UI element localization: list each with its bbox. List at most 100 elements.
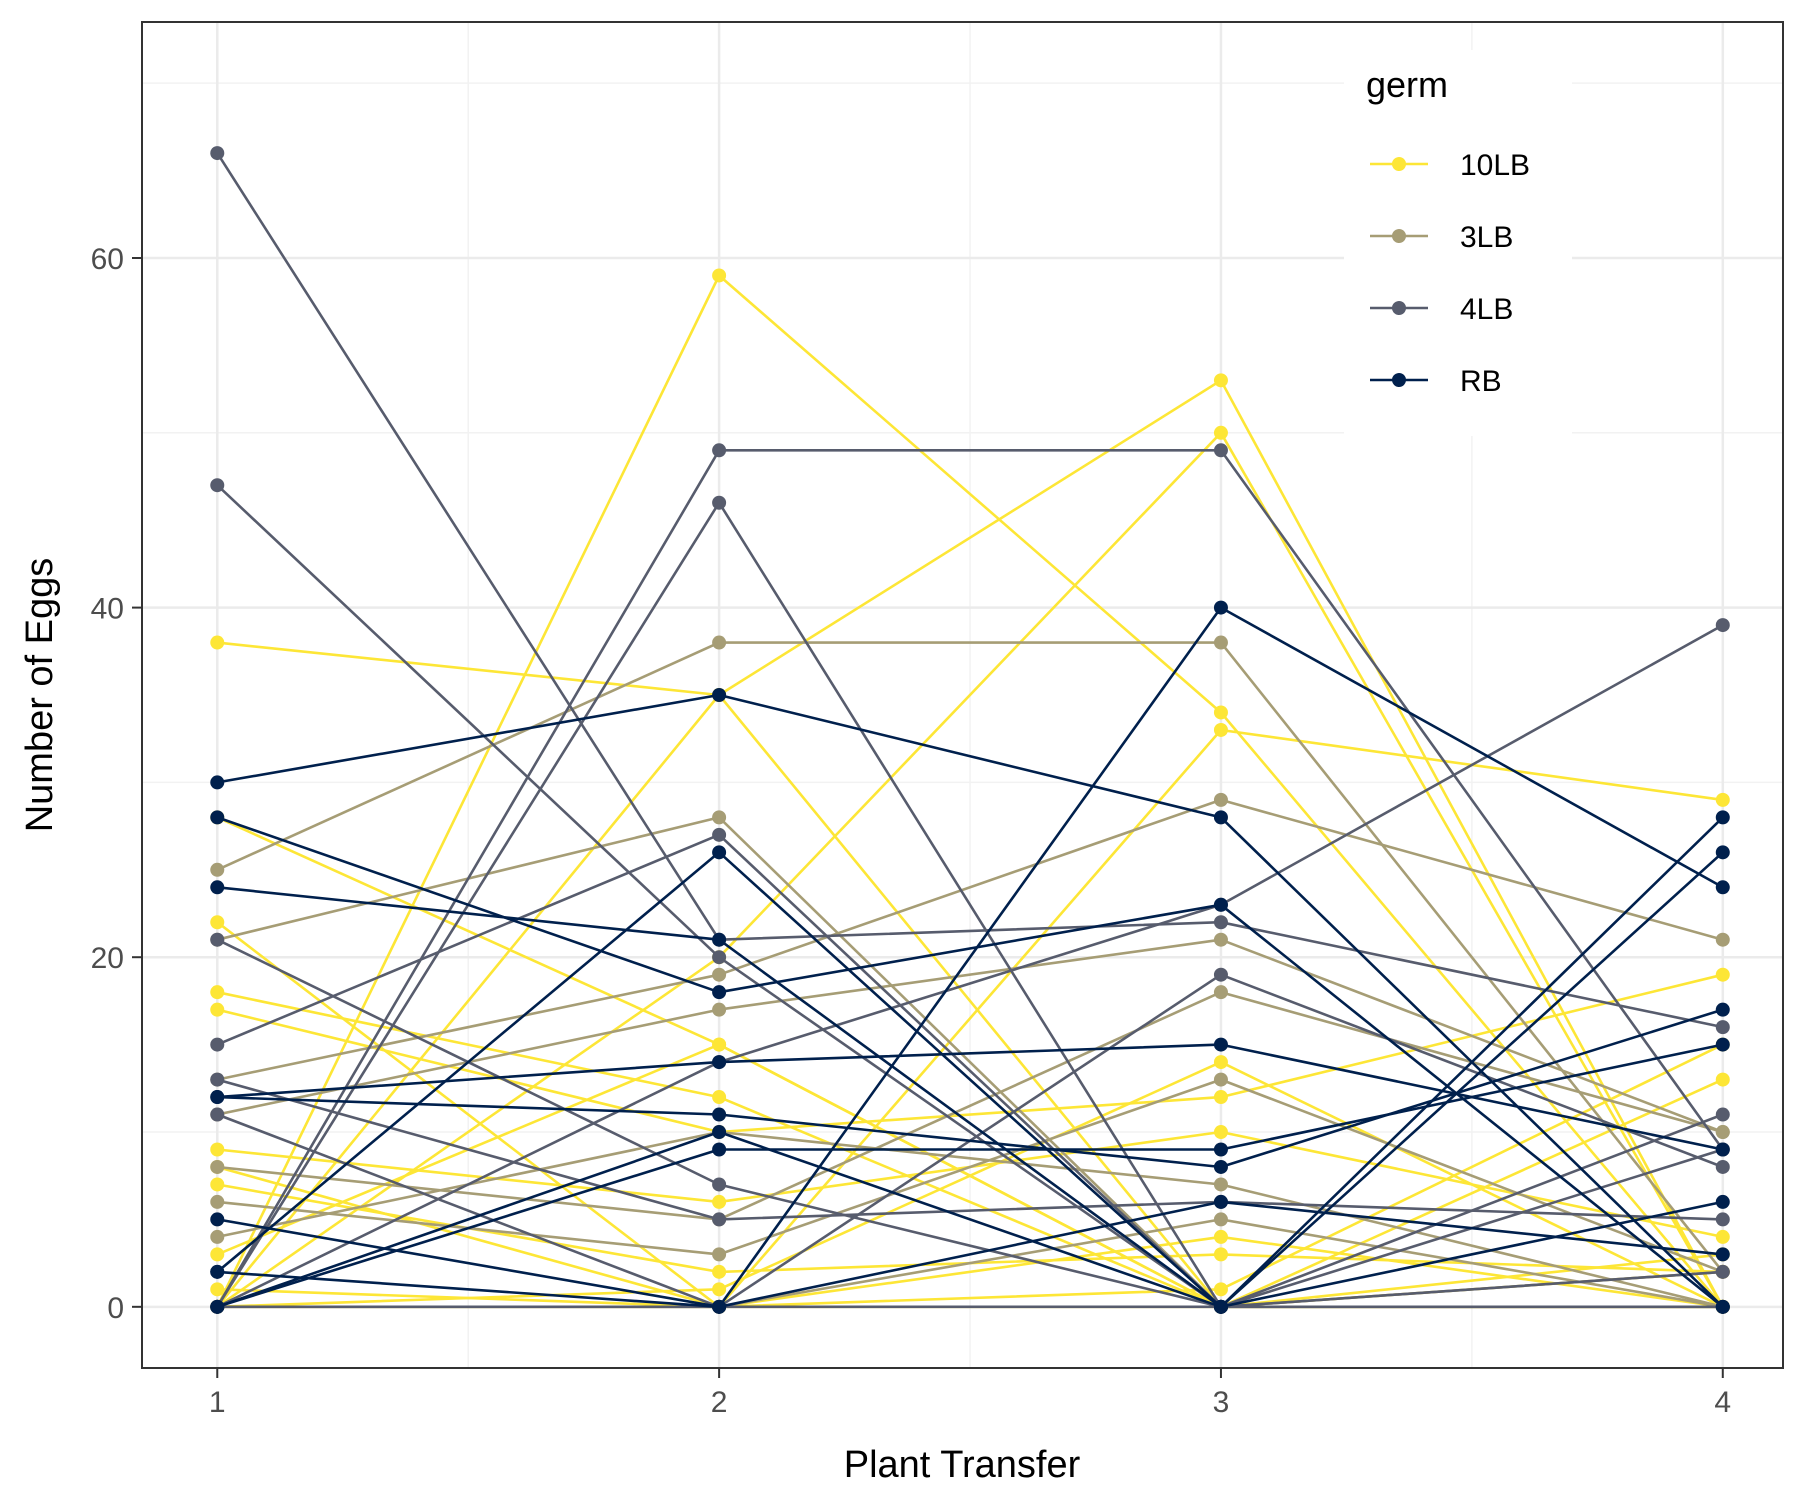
data-point <box>210 1037 225 1052</box>
data-point <box>712 1037 727 1052</box>
data-point <box>712 1142 727 1157</box>
data-point <box>712 1194 727 1209</box>
data-point <box>1213 1159 1228 1174</box>
data-point <box>210 635 225 650</box>
x-tick-label: 1 <box>209 1386 226 1419</box>
data-point <box>1715 1264 1730 1279</box>
legend-label: 3LB <box>1460 221 1513 254</box>
series-line <box>216 1043 1724 1309</box>
data-point <box>1213 1229 1228 1244</box>
data-point <box>1213 635 1228 650</box>
data-point <box>1213 1125 1228 1140</box>
data-point <box>1715 1072 1730 1087</box>
data-point <box>1213 985 1228 1000</box>
data-point <box>712 268 727 283</box>
data-point <box>210 915 225 930</box>
legend-key-point <box>1392 157 1406 171</box>
data-point <box>1213 1212 1228 1227</box>
data-point <box>210 1159 225 1174</box>
panel-border <box>141 21 1784 1369</box>
y-tick-label: 0 <box>107 1292 124 1325</box>
data-point <box>1213 967 1228 982</box>
series-line <box>216 274 1724 1308</box>
legend-label: 10LB <box>1460 149 1530 182</box>
data-point <box>712 950 727 965</box>
series-line <box>216 484 1723 1309</box>
data-point <box>712 495 727 510</box>
data-point <box>712 1299 727 1314</box>
series-line <box>217 798 1724 1081</box>
series-RB-34 <box>210 810 1730 1314</box>
data-point <box>210 810 225 825</box>
data-point <box>1715 1125 1730 1140</box>
legend-item-RB: RB <box>1370 365 1502 398</box>
data-point <box>1213 1299 1228 1314</box>
series-line <box>217 1008 1724 1169</box>
legend-label: 4LB <box>1460 293 1513 326</box>
data-point <box>1715 967 1730 982</box>
data-point <box>210 1090 225 1105</box>
data-point <box>712 1107 727 1122</box>
data-point <box>1213 810 1228 825</box>
series-line <box>216 1078 1723 1221</box>
data-point <box>712 1177 727 1192</box>
series-line <box>216 152 1724 1029</box>
data-point <box>1213 600 1228 615</box>
x-axis-title: Plant Transfer <box>844 1444 1081 1486</box>
legend: germ 10LB 3LB 4LB RB <box>1344 50 1572 436</box>
data-point <box>210 1072 225 1087</box>
series-line <box>216 379 1724 1308</box>
data-point <box>1715 792 1730 807</box>
legend-item-10LB: 10LB <box>1370 149 1530 182</box>
data-point <box>210 862 225 877</box>
data-point <box>210 1107 225 1122</box>
data-point <box>712 932 727 947</box>
data-point <box>712 1002 727 1017</box>
series-line <box>216 1130 1724 1309</box>
data-point <box>1715 932 1730 947</box>
data-point <box>210 1299 225 1314</box>
data-point <box>712 845 727 860</box>
y-tick-label: 20 <box>91 942 124 975</box>
series-RB-37 <box>210 1002 1730 1174</box>
data-point <box>712 1055 727 1070</box>
y-axis-title: Number of Eggs <box>19 558 61 833</box>
series-4LB-24 <box>210 478 1730 1314</box>
data-point <box>712 1212 727 1227</box>
data-point <box>1213 1055 1228 1070</box>
data-point <box>1213 722 1228 737</box>
data-point <box>210 985 225 1000</box>
data-point <box>210 1142 225 1157</box>
data-point <box>1213 1037 1228 1052</box>
series-line <box>216 641 1724 1273</box>
data-point <box>210 932 225 947</box>
x-axis: 1 2 3 4 <box>209 1368 1731 1419</box>
data-point <box>1715 1229 1730 1244</box>
x-tick-label: 4 <box>1714 1386 1731 1419</box>
data-point <box>712 1247 727 1262</box>
data-point <box>1715 1142 1730 1157</box>
data-point <box>210 1177 225 1192</box>
data-point <box>1715 845 1730 860</box>
data-point <box>210 1229 225 1244</box>
series-line <box>217 990 1724 1309</box>
data-point <box>210 880 225 895</box>
data-point <box>1715 1020 1730 1035</box>
data-point <box>1213 1177 1228 1192</box>
data-point <box>712 810 727 825</box>
legend-item-3LB: 3LB <box>1370 221 1513 254</box>
data-point <box>210 1264 225 1279</box>
data-point <box>712 827 727 842</box>
data-point <box>712 635 727 650</box>
data-point <box>210 1247 225 1262</box>
data-point <box>1213 1072 1228 1087</box>
data-point <box>1213 1282 1228 1297</box>
data-point <box>1213 897 1228 912</box>
data-point <box>1715 1107 1730 1122</box>
series-RB-41 <box>210 1194 1730 1314</box>
series-line <box>217 816 1724 1309</box>
data-point <box>1213 792 1228 807</box>
legend-key-point <box>1392 229 1406 243</box>
data-point <box>1715 1159 1730 1174</box>
data-point <box>1715 618 1730 633</box>
